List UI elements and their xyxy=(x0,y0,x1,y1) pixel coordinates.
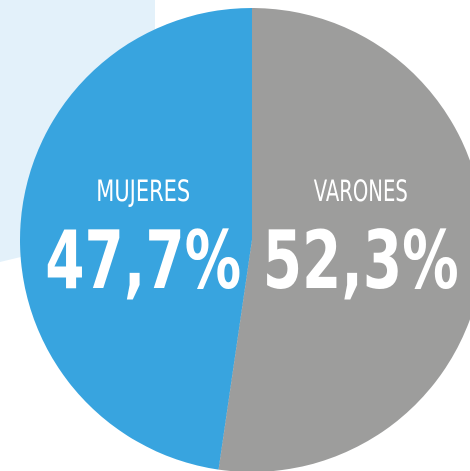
pie-slice xyxy=(20,8,253,470)
pie-slice xyxy=(218,8,470,471)
slice-category-label: MUJERES xyxy=(96,174,190,208)
slice-category-label: VARONES xyxy=(314,174,408,208)
slice-value-label: 52,3% xyxy=(263,214,459,307)
slice-value-label: 47,7% xyxy=(45,214,241,307)
